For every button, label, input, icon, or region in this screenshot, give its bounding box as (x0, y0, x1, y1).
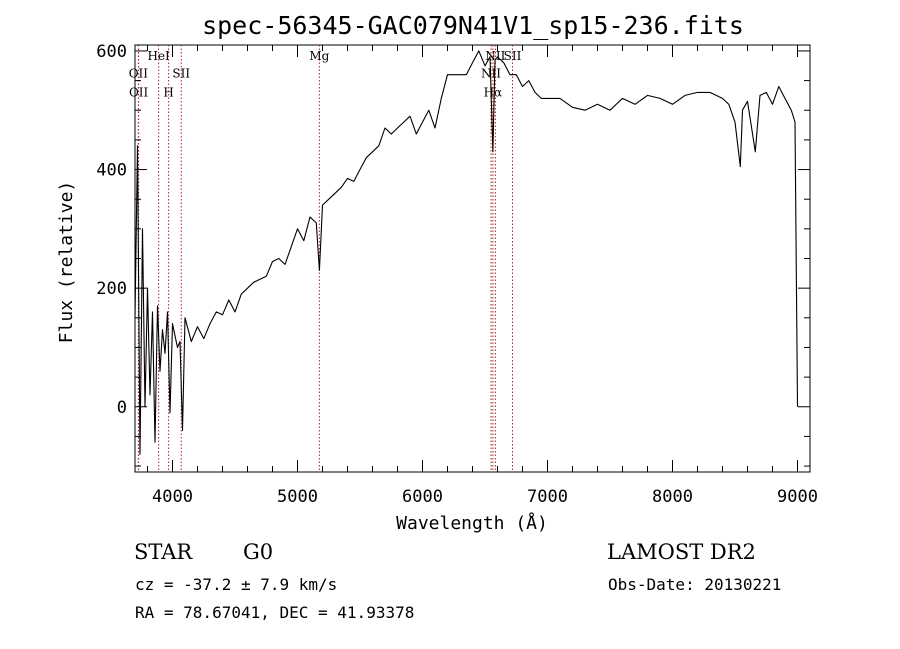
line-marker-label: SII (504, 49, 522, 63)
y-tick-label: 400 (96, 161, 127, 181)
survey-name: LAMOST DR2 (607, 540, 756, 564)
line-marker-label: Mg (309, 49, 329, 63)
y-tick-label: 200 (96, 279, 127, 299)
x-tick-label: 9000 (777, 487, 818, 507)
line-marker-label: SII (172, 67, 190, 81)
axis-ticks: 4000 5000 6000 7000 8000 9000 0 200 400 600 (96, 42, 818, 507)
line-marker-label: HeI (147, 49, 170, 63)
y-tick-label: 600 (96, 42, 127, 62)
x-axis-label: Wavelength (Å) (396, 512, 548, 534)
x-tick-label: 5000 (277, 487, 318, 507)
line-marker-label: NII (481, 67, 501, 81)
x-tick-label: 4000 (152, 487, 193, 507)
x-tick-label: 8000 (652, 487, 693, 507)
y-axis-label: Flux (relative) (56, 181, 77, 344)
coordinates-text: RA = 78.67041, DEC = 41.93378 (135, 603, 415, 622)
line-marker-label: H (163, 86, 173, 100)
x-tick-label: 7000 (527, 487, 568, 507)
object-subclass: G0 (243, 540, 274, 564)
chart-title: spec-56345-GAC079N41V1_sp15-236.fits (202, 11, 744, 40)
plot-frame (134, 44, 811, 473)
redshift-text: cz = -37.2 ± 7.9 km/s (135, 575, 338, 594)
line-marker-label: OII (129, 86, 149, 100)
spectrum-series (134, 50, 799, 455)
line-marker-label: Hα (484, 86, 503, 100)
observation-date: Obs-Date: 20130221 (608, 575, 782, 594)
object-class: STAR (134, 540, 193, 564)
y-tick-label: 0 (117, 398, 127, 418)
spectrum-line (134, 50, 799, 455)
x-tick-label: 6000 (402, 487, 443, 507)
